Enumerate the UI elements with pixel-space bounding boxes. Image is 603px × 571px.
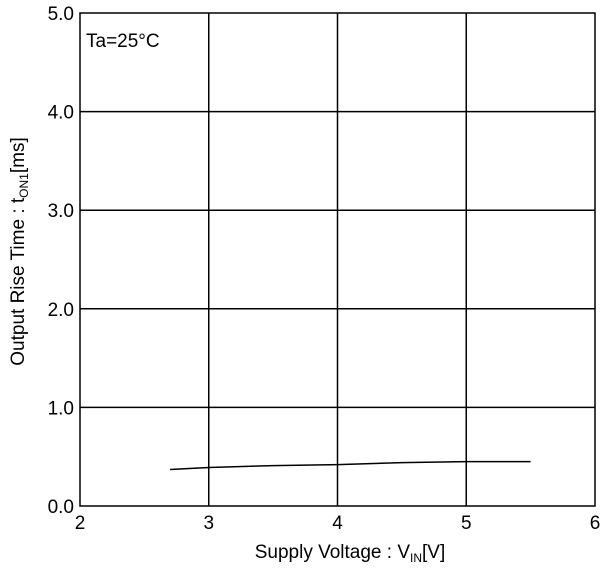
x-tick-labels: 2 3 4 5 6 <box>75 513 601 534</box>
y-tick-labels: 0.0 1.0 2.0 3.0 4.0 5.0 <box>48 4 74 518</box>
x-tick-label: 6 <box>590 513 601 534</box>
y-tick-label: 3.0 <box>48 201 74 222</box>
x-axis-label: Supply Voltage : VIN[V] <box>255 542 446 565</box>
x-axis-label-sub: IN <box>410 551 422 565</box>
x-tick-label: 4 <box>332 513 343 534</box>
x-tick-label: 3 <box>203 513 214 534</box>
series-line <box>170 460 531 471</box>
y-tick-label: 4.0 <box>48 103 74 124</box>
x-axis-label-main: Supply Voltage : V <box>255 542 411 563</box>
x-tick-label: 5 <box>461 513 472 534</box>
annotation-temperature: Ta=25°C <box>86 31 160 52</box>
y-axis-label: Output Rise Time : tON1[ms] <box>8 137 31 365</box>
y-axis-label-sub: ON1 <box>17 173 31 198</box>
grid <box>80 13 595 506</box>
y-axis-label-unit: [ms] <box>8 137 29 173</box>
plot-frame <box>79 12 596 507</box>
x-tick-label: 2 <box>75 513 86 534</box>
y-axis-label-main: Output Rise Time : t <box>8 197 29 366</box>
y-tick-label: 2.0 <box>48 300 74 321</box>
series-layer <box>170 460 531 471</box>
y-tick-label: 1.0 <box>48 398 74 419</box>
x-axis-label-unit: [V] <box>422 542 445 563</box>
y-tick-label: 5.0 <box>48 4 74 25</box>
y-tick-label: 0.0 <box>48 497 74 518</box>
